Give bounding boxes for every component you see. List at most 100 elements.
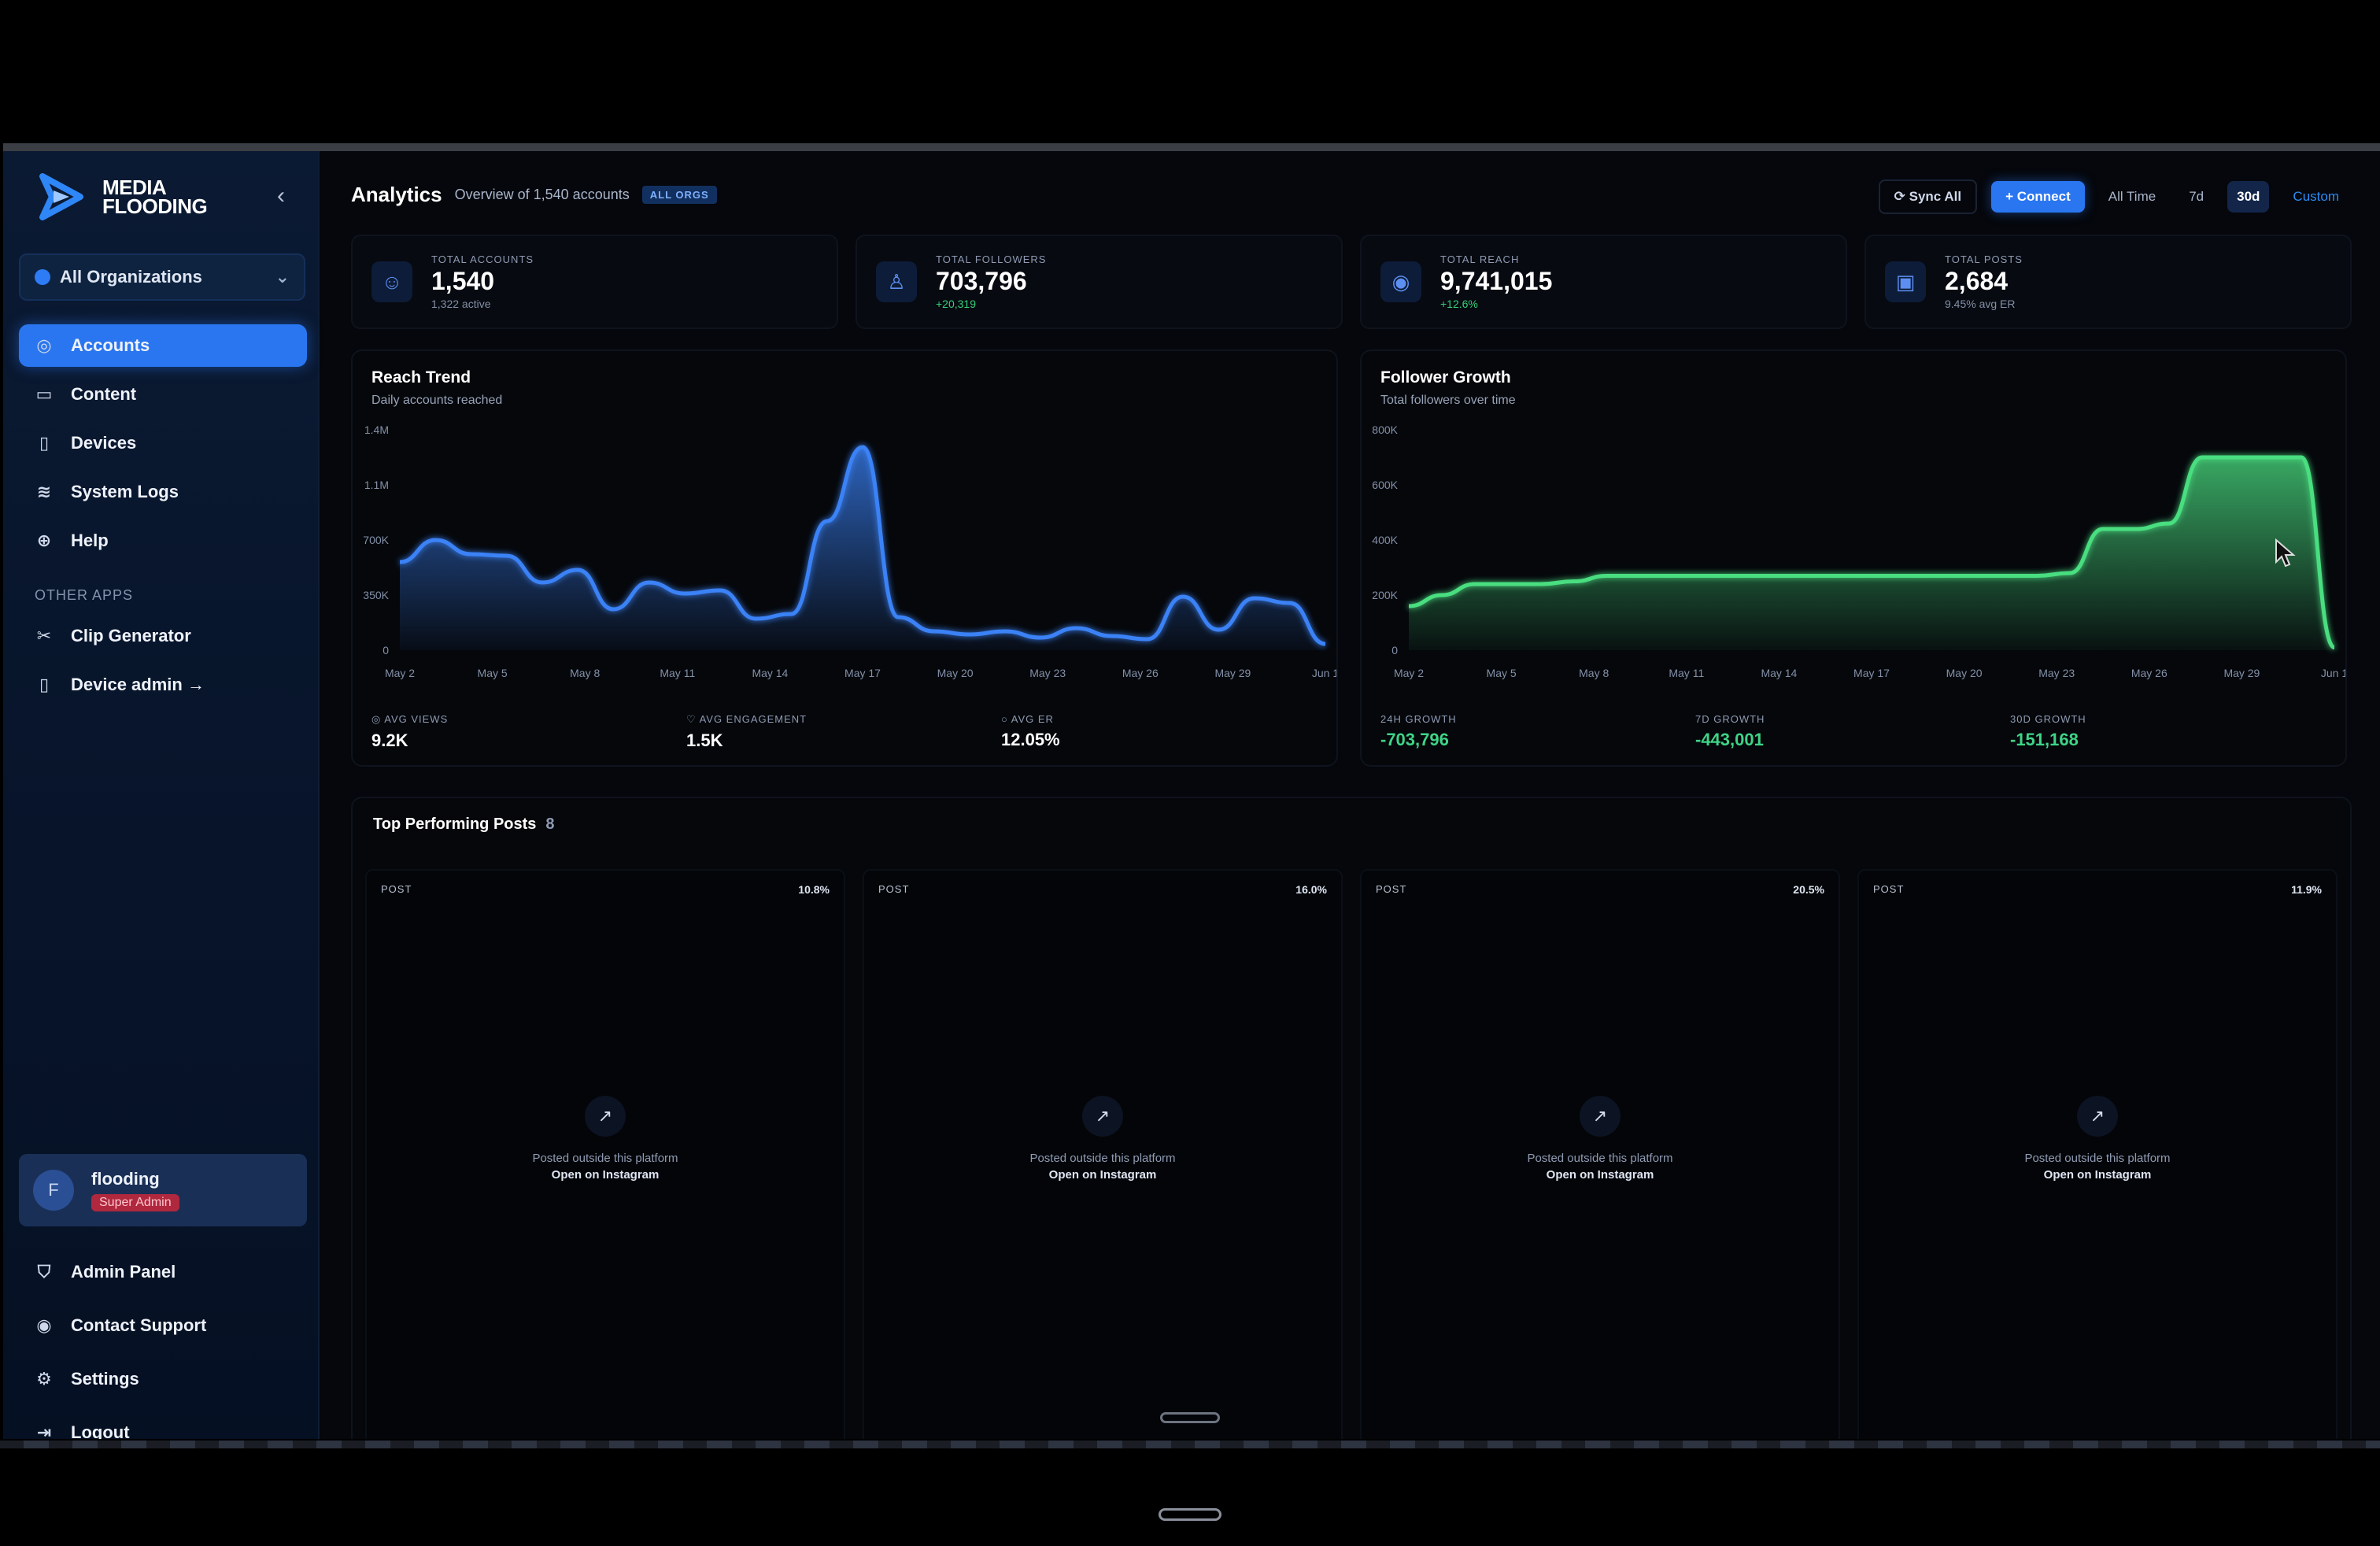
metric-avg-views: ◎ AVG VIEWS 9.2K xyxy=(371,713,686,751)
header-controls: ⟳ Sync All + Connect All Time 7d 30d Cus… xyxy=(1878,179,2349,214)
accounts-icon: ◎ xyxy=(36,335,52,355)
stat-total-accounts: ☺ TOTAL ACCOUNTS 1,540 1,322 active xyxy=(351,235,838,329)
other-apps-label: OTHER APPS xyxy=(35,587,134,603)
collapse-sidebar-icon[interactable]: ‹ xyxy=(277,183,285,209)
series-area xyxy=(1409,457,2334,650)
refresh-icon: ⟳ xyxy=(1894,189,1909,204)
nav-item-content[interactable]: ▭ Content xyxy=(19,373,307,416)
nav-label: Content xyxy=(71,384,137,404)
post-note: Posted outside this platform xyxy=(532,1152,678,1165)
external-link-icon[interactable]: ↗ xyxy=(585,1096,626,1137)
post-engagement: 11.9% xyxy=(2291,883,2322,896)
posts-icon: ▣ xyxy=(1885,261,1926,302)
content-icon: ▭ xyxy=(35,384,53,404)
sidebar: MEDIA FLOODING ‹ All Organizations ⌄ ◎ A… xyxy=(3,151,320,1439)
os-taskbar xyxy=(0,1441,2380,1448)
series-area xyxy=(400,447,1325,650)
range-30d[interactable]: 30d xyxy=(2227,181,2270,213)
open-on-instagram-link[interactable]: Open on Instagram xyxy=(551,1168,660,1182)
nav-item-logout[interactable]: ⇥ Logout xyxy=(19,1406,307,1439)
x-tick-label: May 5 xyxy=(1487,667,1517,679)
devices-icon: ▯ xyxy=(39,433,50,453)
nav-item-settings[interactable]: ⚙ Settings xyxy=(19,1352,307,1406)
chart-title: Follower Growth xyxy=(1380,368,1511,386)
x-tick-label: May 8 xyxy=(570,667,600,679)
connect-button[interactable]: + Connect xyxy=(1991,181,2085,213)
stat-label: TOTAL POSTS xyxy=(1945,253,2023,265)
device-admin-icon: ▯ xyxy=(39,675,50,694)
brand-logo[interactable]: MEDIA FLOODING xyxy=(35,168,208,225)
range-all-time[interactable]: All Time xyxy=(2108,189,2156,204)
nav-item-accounts[interactable]: ◎ Accounts xyxy=(19,324,307,367)
logout-icon: ⇥ xyxy=(36,1422,52,1440)
nav-item-admin-panel[interactable]: ⛉ Admin Panel xyxy=(19,1245,307,1299)
post-engagement: 10.8% xyxy=(798,883,830,896)
nav-label: System Logs xyxy=(71,482,179,501)
sync-all-button[interactable]: ⟳ Sync All xyxy=(1878,179,1978,214)
metric-24h-growth: 24H GROWTH -703,796 xyxy=(1380,713,1695,750)
post-card[interactable]: POST 10.8% ↗ Posted outside this platfor… xyxy=(365,869,845,1439)
range-custom[interactable]: Custom xyxy=(2293,189,2339,204)
stats-row: ☺ TOTAL ACCOUNTS 1,540 1,322 active ♙ TO… xyxy=(351,235,2352,329)
open-on-instagram-link[interactable]: Open on Instagram xyxy=(1048,1168,1157,1182)
metric-value: 1.5K xyxy=(686,730,723,750)
x-tick-label: May 14 xyxy=(1761,667,1797,679)
nav-item-devices[interactable]: ▯ Devices xyxy=(19,422,307,464)
scope-badge: ALL ORGS xyxy=(641,186,717,204)
x-tick-label: May 11 xyxy=(660,667,695,679)
user-name: flooding xyxy=(91,1169,160,1189)
user-card[interactable]: F flooding Super Admin xyxy=(19,1154,307,1226)
chart-subtitle: Daily accounts reached xyxy=(371,394,503,407)
home-indicator[interactable] xyxy=(1160,1412,1220,1423)
metric-avg-er: ○ AVG ER 12.05% xyxy=(1001,713,1316,751)
metric-label: 7D GROWTH xyxy=(1695,713,1765,725)
external-link-icon[interactable]: ↗ xyxy=(1082,1096,1123,1137)
nav-item-device-admin[interactable]: ▯ Device admin → xyxy=(19,664,307,706)
nav-item-help[interactable]: ⊕ Help xyxy=(19,520,307,562)
nav-label: Help xyxy=(71,531,109,550)
metric-avg-engagement: ♡ AVG ENGAGEMENT 1.5K xyxy=(686,713,1001,751)
external-link-icon[interactable]: ↗ xyxy=(1580,1096,1621,1137)
metric-label: 24H GROWTH xyxy=(1380,713,1457,725)
post-note: Posted outside this platform xyxy=(2024,1152,2171,1165)
nav-item-system-logs[interactable]: ≋ System Logs xyxy=(19,471,307,513)
reach-trend-chart[interactable]: 0 350K 700K 1.1M 1.4M May 2 May 5 May 8 May 11 Ma… xyxy=(353,422,1336,697)
chart-subtitle: Total followers over time xyxy=(1380,394,1516,407)
metric-30d-growth: 30D GROWTH -151,168 xyxy=(2010,713,2325,750)
organization-select[interactable]: All Organizations ⌄ xyxy=(19,253,305,301)
device-home-indicator[interactable] xyxy=(1159,1508,1221,1521)
open-on-instagram-link[interactable]: Open on Instagram xyxy=(1546,1168,1654,1182)
stat-value: 2,684 xyxy=(1945,267,2009,295)
post-card[interactable]: POST 16.0% ↗ Posted outside this platfor… xyxy=(863,869,1343,1439)
metric-value: -151,168 xyxy=(2010,730,2079,749)
range-7d[interactable]: 7d xyxy=(2189,189,2204,204)
mouse-cursor-icon xyxy=(2275,538,2296,568)
chart-title: Reach Trend xyxy=(371,368,471,386)
external-link-icon[interactable]: ↗ xyxy=(2077,1096,2118,1137)
x-tick-label: May 2 xyxy=(385,667,415,679)
follower-growth-chart[interactable]: 0 200K 400K 600K 800K May 2 May 5 May 8 May 11 Ma… xyxy=(1362,422,2345,697)
stat-label: TOTAL ACCOUNTS xyxy=(431,253,534,265)
nav-label: Settings xyxy=(71,1369,139,1389)
gear-icon: ⚙ xyxy=(36,1369,52,1389)
post-card[interactable]: POST 20.5% ↗ Posted outside this platfor… xyxy=(1360,869,1840,1439)
main-content: Analytics Overview of 1,540 accounts ALL… xyxy=(320,151,2380,1439)
x-tick-label: May 23 xyxy=(1029,667,1066,679)
x-tick-label: May 8 xyxy=(1579,667,1609,679)
post-card[interactable]: POST 11.9% ↗ Posted outside this platfor… xyxy=(1857,869,2338,1439)
metric-label: ○ AVG ER xyxy=(1001,713,1054,725)
x-tick-label: May 2 xyxy=(1394,667,1424,679)
nav-label: Devices xyxy=(71,433,137,453)
x-tick-label: Jun 1 xyxy=(2321,667,2345,679)
shield-icon: ⛉ xyxy=(37,1262,51,1282)
open-on-instagram-link[interactable]: Open on Instagram xyxy=(2043,1168,2152,1182)
chevron-down-icon: ⌄ xyxy=(275,267,290,287)
stat-sub: 9.45% avg ER xyxy=(1945,298,2016,310)
stat-sub: 1,322 active xyxy=(431,298,491,310)
nav-item-contact-support[interactable]: ◉ Contact Support xyxy=(19,1299,307,1352)
stat-value: 9,741,015 xyxy=(1440,267,1553,295)
y-tick-label: 600K xyxy=(1372,479,1398,491)
y-tick-label: 1.1M xyxy=(364,479,389,491)
nav-item-clip-generator[interactable]: ✂ Clip Generator xyxy=(19,615,307,657)
stat-label: TOTAL REACH xyxy=(1440,253,1520,265)
